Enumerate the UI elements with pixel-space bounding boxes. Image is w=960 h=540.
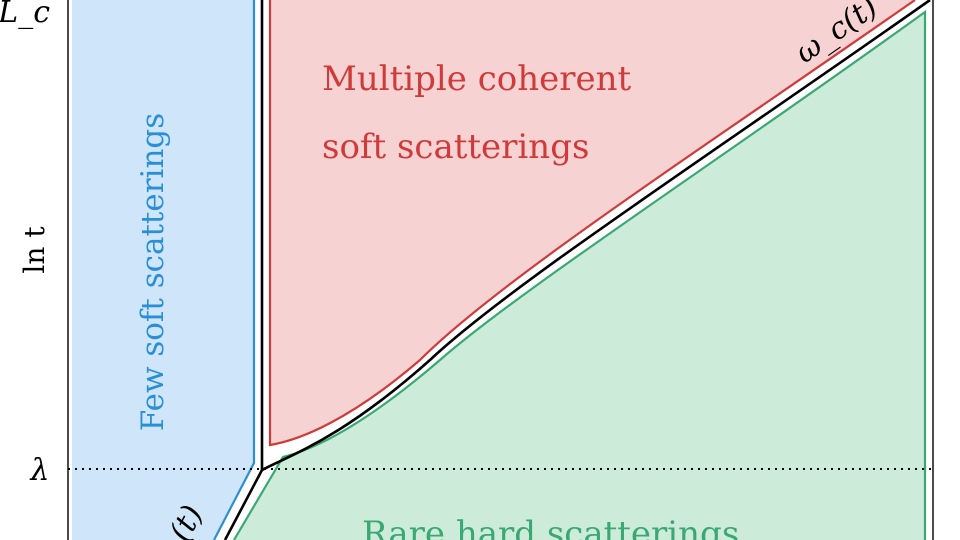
multiple-coherent-label-line1: Multiple coherent [322,59,631,99]
y-lambda-tick-label: λ [29,453,49,488]
lower-left-black-curve [223,469,264,540]
rare-hard-boundary [233,9,927,540]
multiple-coherent-boundary [268,0,916,447]
omega-c-curve [261,0,931,472]
rare-hard-label: Rare hard scatterings [362,514,739,540]
rare-hard-region [234,12,925,540]
y-axis-label: ln t [18,226,51,274]
few-soft-boundary [213,0,256,540]
multiple-coherent-label-line2: soft scatterings [322,127,589,167]
y-top-tick-label: L_c [0,0,50,30]
few-soft-region [72,0,254,540]
few-soft-label: Few soft scatterings [135,113,171,431]
